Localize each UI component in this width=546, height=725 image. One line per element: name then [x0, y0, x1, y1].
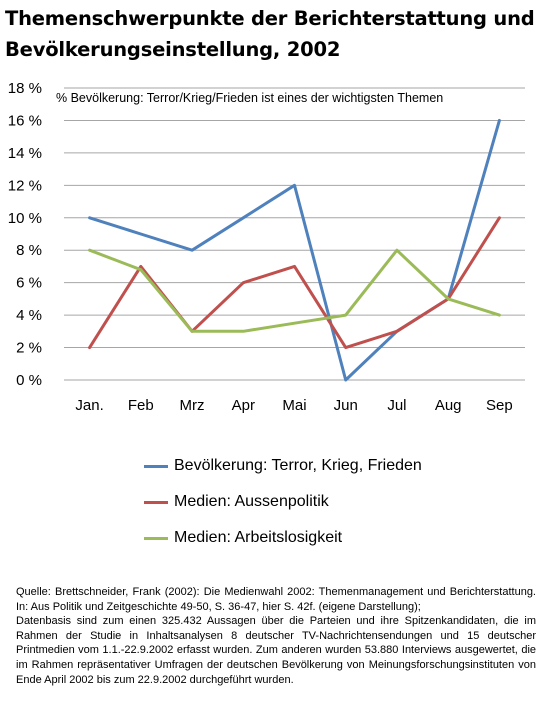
y-tick-label: 4 %: [16, 307, 42, 324]
x-tick-label: Jul: [387, 397, 406, 414]
source-note: Quelle: Brettschneider, Frank (2002): Di…: [16, 585, 536, 687]
x-tick-label: Apr: [232, 397, 255, 414]
y-tick-label: 6 %: [16, 275, 42, 292]
x-tick-label: Aug: [435, 397, 462, 414]
legend-item-arbeitslosigkeit: Medien: Arbeitslosigkeit: [144, 520, 422, 556]
x-tick-label: Feb: [128, 397, 154, 414]
y-tick-label: 12 %: [8, 177, 42, 194]
y-tick-label: 10 %: [8, 210, 42, 227]
legend-label-arbeitslosigkeit: Medien: Arbeitslosigkeit: [174, 529, 343, 546]
legend: Bevölkerung: Terror, Krieg, Frieden Medi…: [144, 448, 422, 556]
x-tick-label: Mrz: [180, 397, 205, 414]
chart-title: Themenschwerpunkte der Berichterstattung…: [5, 3, 545, 65]
x-tick-label: Mai: [282, 397, 306, 414]
legend-item-aussenpolitik: Medien: Aussenpolitik: [144, 484, 422, 520]
y-axis-ticks: 0 % 2 % 4 % 6 % 8 % 10 % 12 % 14 % 16 % 18 %: [8, 80, 42, 389]
legend-swatch-arbeitslosigkeit: [144, 536, 168, 540]
gridlines: [64, 87, 525, 381]
x-tick-label: Sep: [486, 397, 513, 414]
x-tick-label: Jan.: [75, 397, 103, 414]
legend-swatch-aussenpolitik: [144, 500, 168, 504]
series-line-arbeitslosigkeit: [88, 248, 501, 333]
legend-item-bevoelkerung: Bevölkerung: Terror, Krieg, Frieden: [144, 448, 422, 484]
y-tick-label: 14 %: [8, 145, 42, 162]
x-axis-ticks: Jan. Feb Mrz Apr Mai Jun Jul Aug Sep: [75, 397, 512, 414]
chart-title-line-2: Bevölkerungseinstellung, 2002: [5, 38, 341, 61]
chart-annotation: % Bevölkerung: Terror/Krieg/Frieden ist …: [56, 91, 443, 105]
x-tick-label: Jun: [334, 397, 358, 414]
source-data-basis: Datenbasis sind zum einen 325.432 Aussag…: [16, 615, 536, 686]
line-chart: 0 % 2 % 4 % 6 % 8 % 10 % 12 % 14 % 16 % 18 % Jan.…: [8, 80, 525, 414]
legend-label-aussenpolitik: Medien: Aussenpolitik: [174, 493, 329, 510]
y-tick-label: 8 %: [16, 242, 42, 259]
y-tick-label: 0 %: [16, 372, 42, 389]
legend-swatch-bevoelkerung: [144, 464, 168, 468]
y-tick-label: 18 %: [8, 80, 42, 97]
y-tick-label: 16 %: [8, 112, 42, 129]
y-tick-label: 2 %: [16, 340, 42, 357]
source-citation: Quelle: Brettschneider, Frank (2002): Di…: [16, 586, 536, 613]
series-lines: [88, 118, 501, 382]
legend-label-bevoelkerung: Bevölkerung: Terror, Krieg, Frieden: [174, 457, 422, 474]
chart-title-line-1: Themenschwerpunkte der Berichterstattung…: [5, 7, 535, 30]
